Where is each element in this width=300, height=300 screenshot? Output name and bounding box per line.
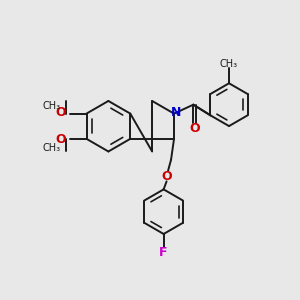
Text: O: O xyxy=(55,133,66,146)
Text: CH₃: CH₃ xyxy=(220,59,238,69)
Text: N: N xyxy=(171,106,182,118)
Text: O: O xyxy=(161,169,172,182)
Text: CH₃: CH₃ xyxy=(43,143,61,153)
Text: O: O xyxy=(55,106,66,119)
Text: CH₃: CH₃ xyxy=(43,101,61,111)
Text: O: O xyxy=(189,122,200,135)
Text: F: F xyxy=(159,246,168,259)
